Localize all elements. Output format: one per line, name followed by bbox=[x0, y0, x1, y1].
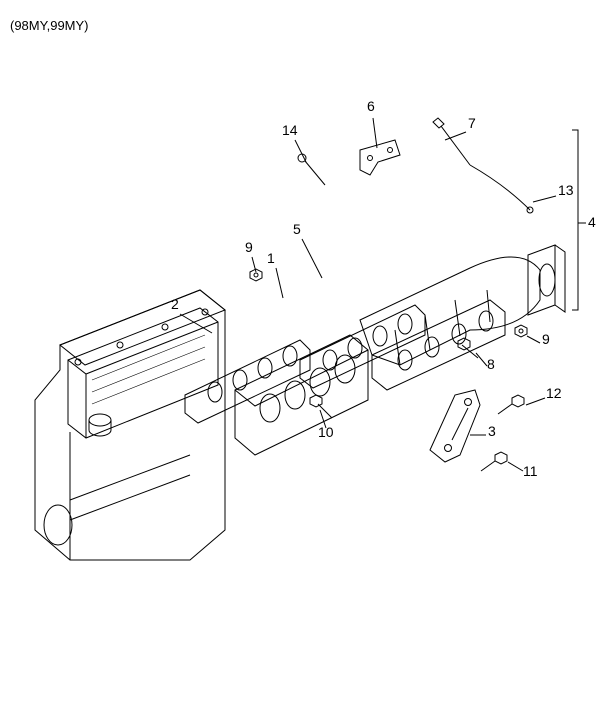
callout-4: 4 bbox=[588, 214, 596, 230]
screw-14 bbox=[298, 154, 325, 185]
callout-9b: 9 bbox=[542, 331, 550, 347]
leaders bbox=[180, 118, 556, 471]
gasket-5 bbox=[300, 305, 425, 388]
wire-13 bbox=[470, 165, 533, 213]
callout-3: 3 bbox=[488, 423, 496, 439]
callout-5: 5 bbox=[293, 221, 301, 237]
callout-10: 10 bbox=[318, 424, 334, 440]
callout-14: 14 bbox=[282, 122, 298, 138]
callout-8: 8 bbox=[487, 356, 495, 372]
callout-13: 13 bbox=[558, 182, 574, 198]
bracket-6 bbox=[360, 140, 400, 175]
callout-2: 2 bbox=[171, 296, 179, 312]
nut-9-right bbox=[515, 325, 527, 337]
engine-block bbox=[35, 290, 225, 560]
parts-diagram-svg bbox=[0, 0, 615, 715]
callout-12: 12 bbox=[546, 385, 562, 401]
lower-manifold-1 bbox=[235, 335, 368, 455]
callout-6: 6 bbox=[367, 98, 375, 114]
bracket-callout-4 bbox=[572, 130, 586, 310]
bolt-11 bbox=[481, 452, 507, 471]
surge-tank-4 bbox=[360, 245, 565, 390]
bolt-12 bbox=[498, 395, 524, 414]
callout-11: 11 bbox=[523, 463, 538, 479]
callout-9a: 9 bbox=[245, 239, 253, 255]
bracket-3 bbox=[430, 390, 480, 462]
bolt-7 bbox=[433, 118, 470, 165]
callout-1: 1 bbox=[267, 250, 275, 266]
callout-7: 7 bbox=[468, 115, 476, 131]
